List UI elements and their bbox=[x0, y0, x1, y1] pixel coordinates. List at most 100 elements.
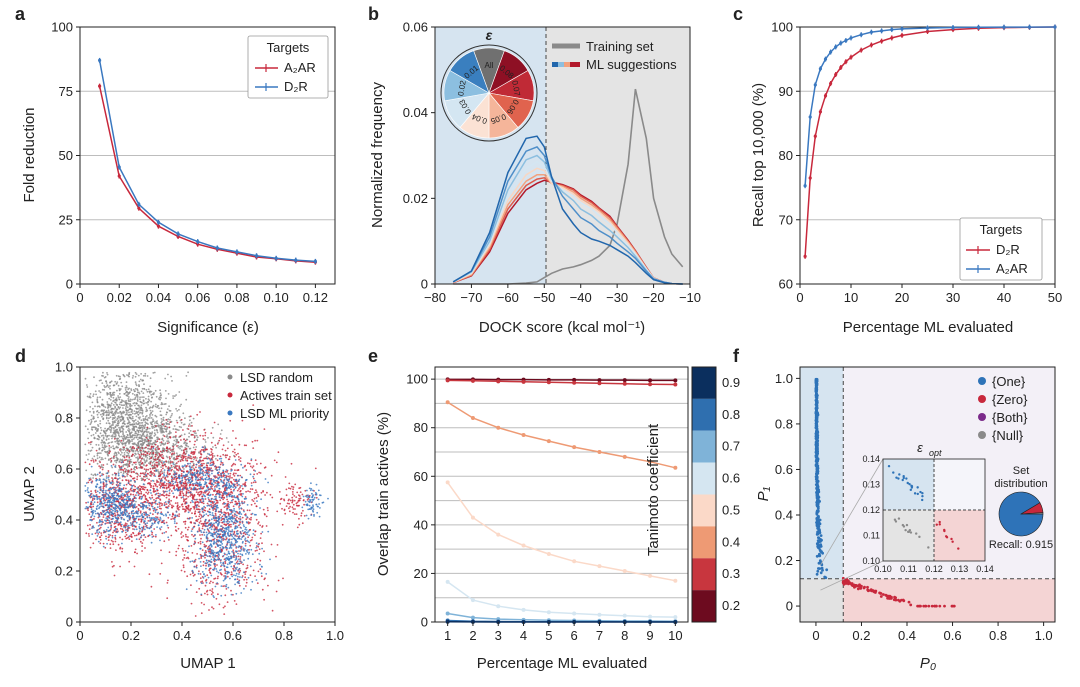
scatter-point bbox=[159, 414, 162, 416]
scatter-point bbox=[89, 423, 92, 426]
scatter-point bbox=[137, 456, 139, 458]
scatter-point bbox=[255, 496, 258, 499]
scatter-point bbox=[288, 507, 290, 510]
scatter-point bbox=[148, 417, 151, 419]
scatter-point bbox=[107, 414, 110, 417]
scatter-point bbox=[131, 435, 134, 437]
scatter-point bbox=[142, 483, 145, 486]
scatter-point bbox=[150, 400, 153, 403]
scatter-point bbox=[230, 547, 233, 549]
scatter-point bbox=[140, 453, 143, 456]
scatter-point bbox=[102, 478, 105, 481]
scatter-point bbox=[98, 452, 101, 454]
scatter-point bbox=[126, 434, 129, 437]
scatter-point bbox=[238, 458, 240, 461]
scatter-point bbox=[116, 412, 119, 414]
scatter-point bbox=[151, 427, 154, 429]
scatter-point bbox=[217, 575, 219, 578]
scatter-point bbox=[216, 459, 219, 462]
scatter-point bbox=[102, 437, 105, 440]
scatter-point bbox=[271, 496, 274, 499]
scatter-point bbox=[138, 440, 141, 443]
scatter-point bbox=[122, 504, 124, 506]
scatter-point bbox=[155, 461, 158, 464]
scatter-point bbox=[247, 462, 249, 465]
scatter-point bbox=[122, 412, 125, 414]
scatter-point bbox=[129, 403, 131, 405]
scatter-point bbox=[173, 470, 175, 472]
scatter-point bbox=[190, 507, 193, 510]
scatter-point bbox=[168, 423, 171, 425]
scatter-point bbox=[253, 473, 256, 476]
scatter-point bbox=[126, 462, 128, 465]
scatter-point bbox=[144, 461, 147, 463]
scatter-point bbox=[96, 454, 99, 457]
scatter-point bbox=[158, 472, 161, 474]
scatter-point bbox=[121, 542, 123, 545]
scatter-point bbox=[123, 438, 125, 440]
scatter-point bbox=[180, 434, 183, 437]
scatter-point bbox=[101, 415, 103, 418]
panel-c-legend: Targets D₂R A₂AR bbox=[959, 217, 1043, 281]
scatter-point bbox=[160, 418, 163, 420]
scatter-point bbox=[159, 424, 162, 427]
scatter-point bbox=[233, 600, 236, 602]
scatter-point bbox=[123, 518, 126, 521]
scatter-point bbox=[261, 588, 264, 591]
data-point bbox=[176, 232, 180, 236]
data-point bbox=[925, 29, 930, 34]
scatter-point bbox=[126, 475, 128, 477]
scatter-point bbox=[201, 495, 204, 498]
scatter-point bbox=[238, 521, 241, 523]
scatter-point bbox=[138, 406, 141, 408]
scatter-point bbox=[101, 398, 104, 401]
scatter-point bbox=[119, 497, 121, 500]
panel-b-xlabel: DOCK score (kcal mol⁻¹) bbox=[479, 319, 645, 336]
scatter-point bbox=[185, 509, 187, 512]
scatter-point bbox=[98, 456, 101, 459]
scatter-point bbox=[143, 468, 146, 470]
scatter-point bbox=[216, 577, 219, 580]
scatter-point bbox=[123, 442, 126, 445]
scatter-point bbox=[127, 452, 130, 455]
scatter-point bbox=[143, 426, 146, 429]
scatter-point bbox=[236, 511, 239, 514]
scatter-point bbox=[216, 564, 218, 566]
scatter-point bbox=[135, 383, 137, 385]
x-tick-label: 20 bbox=[895, 290, 909, 305]
scatter-point bbox=[228, 515, 231, 518]
scatter-point bbox=[168, 405, 171, 408]
scatter-point bbox=[149, 448, 151, 450]
scatter-point bbox=[196, 457, 198, 459]
scatter-point bbox=[250, 516, 253, 519]
scatter-point bbox=[142, 392, 145, 394]
scatter-point bbox=[127, 513, 130, 515]
scatter-point bbox=[235, 592, 238, 595]
scatter-point bbox=[100, 532, 103, 534]
scatter-point bbox=[139, 378, 142, 381]
data-point bbox=[869, 43, 874, 47]
scatter-point bbox=[152, 513, 154, 516]
scatter-point bbox=[165, 455, 168, 458]
scatter-point bbox=[301, 522, 304, 525]
panel-label-e: e bbox=[368, 346, 378, 366]
scatter-point bbox=[183, 442, 186, 445]
scatter-point bbox=[235, 603, 238, 605]
scatter-point bbox=[160, 430, 163, 433]
scatter-point bbox=[134, 381, 137, 384]
scatter-point bbox=[127, 396, 130, 398]
scatter-point bbox=[133, 442, 135, 445]
scatter-point bbox=[142, 374, 145, 377]
scatter-point bbox=[141, 428, 144, 430]
scatter-point bbox=[148, 435, 151, 438]
scatter-point bbox=[178, 513, 181, 515]
scatter-point bbox=[199, 434, 202, 437]
scatter-point bbox=[127, 425, 130, 428]
scatter-point bbox=[239, 460, 242, 462]
scatter-point bbox=[188, 415, 191, 418]
scatter-point bbox=[160, 466, 163, 468]
scatter-point bbox=[85, 384, 88, 386]
scatter-point bbox=[285, 505, 288, 507]
scatter-point bbox=[200, 453, 203, 456]
scatter-point bbox=[175, 522, 178, 525]
